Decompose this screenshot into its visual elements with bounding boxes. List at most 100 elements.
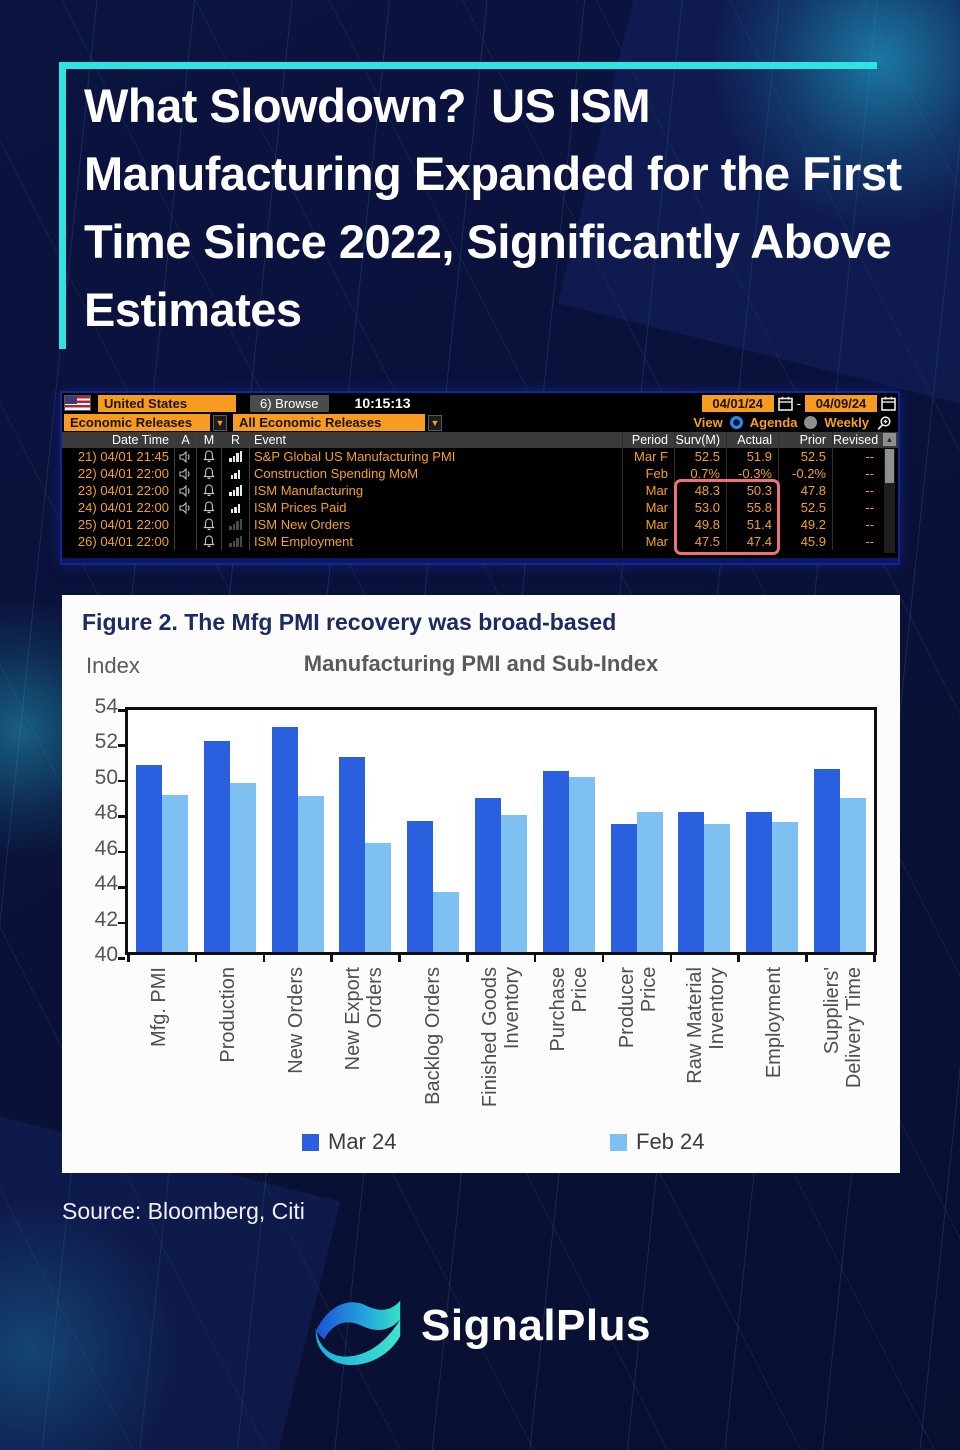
cell-prior: 49.2 xyxy=(778,516,832,533)
table-row[interactable]: 21) 04/01 21:45 S&P Global US Manufacturi… xyxy=(62,448,898,465)
search-plus-icon[interactable] xyxy=(876,415,892,431)
column-header-revised[interactable]: Revised xyxy=(832,432,879,448)
cell-period: Mar xyxy=(622,533,674,550)
column-header-period[interactable]: Period xyxy=(622,432,674,448)
cell-survey: 52.5 xyxy=(674,448,726,465)
x-tick-mark xyxy=(466,955,469,962)
table-row[interactable]: 23) 04/01 22:00 ISM Manufacturing Mar 48.3 5… xyxy=(62,482,898,499)
relevance-bars-icon xyxy=(229,536,242,547)
cell-actual: -0.3% xyxy=(726,465,778,482)
cell-revised: -- xyxy=(832,499,880,516)
column-header-surv-m-[interactable]: Surv(M) xyxy=(674,432,726,448)
y-tick-mark xyxy=(118,886,125,889)
cell-event: S&P Global US Manufacturing PMI xyxy=(249,448,622,465)
table-row[interactable]: 25) 04/01 22:00 ISM New Orders Mar 49.8 51.4… xyxy=(62,516,898,533)
x-tick-mark xyxy=(127,955,130,962)
y-tick-label: 46 xyxy=(94,836,118,860)
release-category-dropdown[interactable]: Economic Releases xyxy=(64,414,210,431)
cell-period: Mar F xyxy=(622,448,674,465)
x-axis-category-label: Purchase Price xyxy=(535,967,603,1125)
x-axis-category-label: Suppliers' Delivery Time xyxy=(809,967,877,1125)
chevron-down-icon[interactable]: ▼ xyxy=(428,414,442,431)
bar-group xyxy=(535,710,603,952)
date-from-field[interactable]: 04/01/24 xyxy=(701,394,774,412)
bar-feb-24 xyxy=(161,794,188,952)
speaker-icon xyxy=(179,501,190,514)
date-separator: - xyxy=(796,395,801,411)
scrollbar-thumb[interactable] xyxy=(885,449,894,483)
y-tick-mark xyxy=(118,709,125,712)
brand-footer: SignalPlus xyxy=(0,1285,960,1367)
x-tick-mark xyxy=(330,955,333,962)
y-tick-label: 52 xyxy=(94,730,118,754)
bar-feb-24 xyxy=(772,822,799,952)
weekly-radio[interactable] xyxy=(804,416,818,429)
speaker-icon xyxy=(179,484,190,497)
cell-relevance xyxy=(221,499,249,516)
column-header-event[interactable]: Event xyxy=(249,432,622,448)
table-row[interactable]: 24) 04/01 22:00 ISM Prices Paid Mar 53.0 55.… xyxy=(62,499,898,516)
cell-event: ISM Prices Paid xyxy=(249,499,622,516)
x-axis-category-text: Production xyxy=(216,967,239,1063)
cell-alert xyxy=(196,516,221,533)
legend-item: Feb 24 xyxy=(610,1129,705,1155)
calendar-icon[interactable] xyxy=(881,396,896,411)
x-axis-category-text: New Export Orders xyxy=(342,967,387,1071)
brand-name: SignalPlus xyxy=(421,1301,651,1350)
bar-group xyxy=(399,710,467,952)
y-tick-label: 40 xyxy=(94,943,118,966)
x-tick-mark xyxy=(737,955,740,962)
terminal-bottom-edge xyxy=(62,558,898,563)
column-header-m[interactable]: M xyxy=(196,432,221,448)
chevron-down-icon[interactable]: ▼ xyxy=(213,414,227,431)
release-type-dropdown[interactable]: All Economic Releases xyxy=(233,414,425,431)
bar-group xyxy=(806,710,874,952)
x-axis-category-text: New Orders xyxy=(284,967,307,1074)
x-tick-mark xyxy=(669,955,673,962)
column-header-prior[interactable]: Prior xyxy=(778,432,832,448)
y-tick-mark xyxy=(118,921,125,925)
cell-relevance xyxy=(221,533,249,550)
y-axis-labels: 54 52 50 48 46 44 42 40 xyxy=(62,695,118,966)
bar-group xyxy=(738,710,806,952)
legend-swatch xyxy=(610,1133,627,1151)
bar-group xyxy=(196,710,264,952)
x-axis-category-label: Mfg. PMI xyxy=(125,967,193,1125)
cell-datetime: 24) 04/01 22:00 xyxy=(77,500,169,515)
x-tick-mark xyxy=(398,955,401,962)
cell-actual: 47.4 xyxy=(726,533,778,550)
bar-feb-24 xyxy=(229,782,256,952)
bar-group xyxy=(331,710,399,952)
cell-event: ISM Employment xyxy=(249,533,622,550)
cell-alert xyxy=(196,482,221,499)
cell-period: Mar xyxy=(622,499,674,516)
bar-feb-24 xyxy=(365,843,392,952)
region-selector[interactable]: United States xyxy=(98,394,236,412)
agenda-radio-selected[interactable] xyxy=(729,416,743,429)
table-row[interactable]: 26) 04/01 22:00 ISM Employment Mar 47.5 47.4… xyxy=(62,533,898,550)
x-axis-category-text: Raw Material Inventory xyxy=(684,967,729,1084)
x-tick-mark xyxy=(533,955,537,962)
scrollbar[interactable] xyxy=(884,449,895,553)
relevance-bars-icon xyxy=(229,485,242,496)
relevance-bars-icon xyxy=(230,502,241,513)
cell-alert xyxy=(196,533,221,550)
scroll-up-icon[interactable]: ▲ xyxy=(883,433,896,446)
x-axis-category-text: Producer Price xyxy=(615,967,660,1049)
cell-relevance xyxy=(221,448,249,465)
column-header-r[interactable]: R xyxy=(221,432,249,448)
cell-datetime: 22) 04/01 22:00 xyxy=(77,466,169,481)
date-to-field[interactable]: 04/09/24 xyxy=(805,394,877,412)
column-header-date-time[interactable]: Date Time xyxy=(112,433,169,447)
y-tick-label: 48 xyxy=(94,801,118,825)
bar-feb-24 xyxy=(433,891,460,952)
calendar-icon[interactable] xyxy=(777,396,793,411)
y-tick-mark xyxy=(118,815,125,818)
table-row[interactable]: 22) 04/01 22:00 Construction Spending MoM… xyxy=(62,465,898,482)
cell-actual: 50.3 xyxy=(726,482,778,499)
column-header-a[interactable]: A xyxy=(174,432,196,448)
browse-button[interactable]: 6) Browse xyxy=(250,394,329,412)
x-axis-category-text: Finished Goods Inventory xyxy=(478,967,523,1108)
column-header-actual[interactable]: Actual xyxy=(726,432,778,448)
